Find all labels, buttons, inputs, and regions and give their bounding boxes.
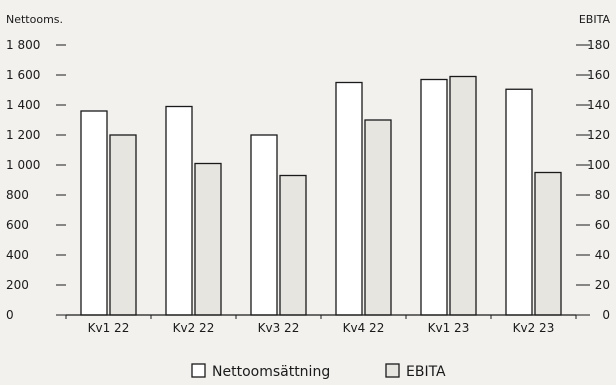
bar-ebita [194,162,222,316]
left-tick-label: 1 400 [6,98,40,112]
svg-text:EBITA: EBITA [579,13,611,26]
left-tick-label: 1 600 [6,68,40,82]
bar-nettoomsattning [335,81,363,316]
left-tick-label: 1 200 [6,128,40,142]
bar-nettoomsattning [505,88,533,316]
bar-nettoomsattning [250,134,278,316]
svg-text:Nettooms.: Nettooms. [6,13,63,26]
right-tick-label: 180 [587,38,610,52]
right-tick-label: 0 [602,308,610,322]
right-tick-label: 40 [595,248,610,262]
x-tick-label: Kv3 22 [258,321,300,335]
bar-ebita [449,75,477,316]
right-tick-label: 100 [587,158,610,172]
left-tick-label: 400 [6,248,29,262]
bar-nettoomsattning [165,105,193,316]
right-tick-label: 60 [595,218,610,232]
x-axis: Kv1 22 Kv2 22 Kv3 22 Kv4 22 Kv1 23 Kv2 23 [65,314,577,335]
x-tick-label: Kv2 22 [173,321,215,335]
right-axis-ticks: 0 20 40 60 80 100 120 140 160 180 [576,38,610,322]
right-tick-label: 80 [595,188,610,202]
legend-label-nettoomsattning: Nettoomsättning [212,364,330,380]
right-tick-label: 140 [587,98,610,112]
x-tick-label: Kv1 23 [428,321,470,335]
bar-nettoomsattning [420,78,448,316]
right-tick-label: 160 [587,68,610,82]
left-tick-label: 200 [6,278,29,292]
legend-swatch-ebita [385,363,400,378]
left-axis-ticks: 0 200 400 600 800 1 000 1 200 1 400 1 600 1 800 [6,38,66,322]
bars [80,75,562,316]
x-tick-label: Kv1 22 [88,321,130,335]
bar-ebita [364,119,392,316]
x-tick-label: Kv4 22 [343,321,385,335]
left-tick-label: 800 [6,188,29,202]
bar-nettoomsattning [80,110,108,316]
right-axis-title: EBITA [579,13,611,26]
right-tick-label: 120 [587,128,610,142]
left-tick-label: 1 800 [6,38,40,52]
bar-ebita [534,171,562,316]
left-tick-label: 0 [6,308,14,322]
legend-label-ebita: EBITA [406,364,446,380]
bar-ebita [109,134,137,316]
x-tick-label: Kv2 23 [513,321,555,335]
legend: Nettoomsättning EBITA [191,363,446,380]
left-tick-label: 1 000 [6,158,40,172]
bar-ebita [279,174,307,316]
left-axis-title: Nettooms. [6,13,63,26]
left-tick-label: 600 [6,218,29,232]
right-tick-label: 20 [595,278,610,292]
legend-swatch-nettoomsattning [191,363,206,378]
